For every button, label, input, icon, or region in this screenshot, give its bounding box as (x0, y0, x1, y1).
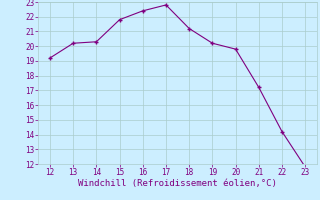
X-axis label: Windchill (Refroidissement éolien,°C): Windchill (Refroidissement éolien,°C) (78, 179, 277, 188)
